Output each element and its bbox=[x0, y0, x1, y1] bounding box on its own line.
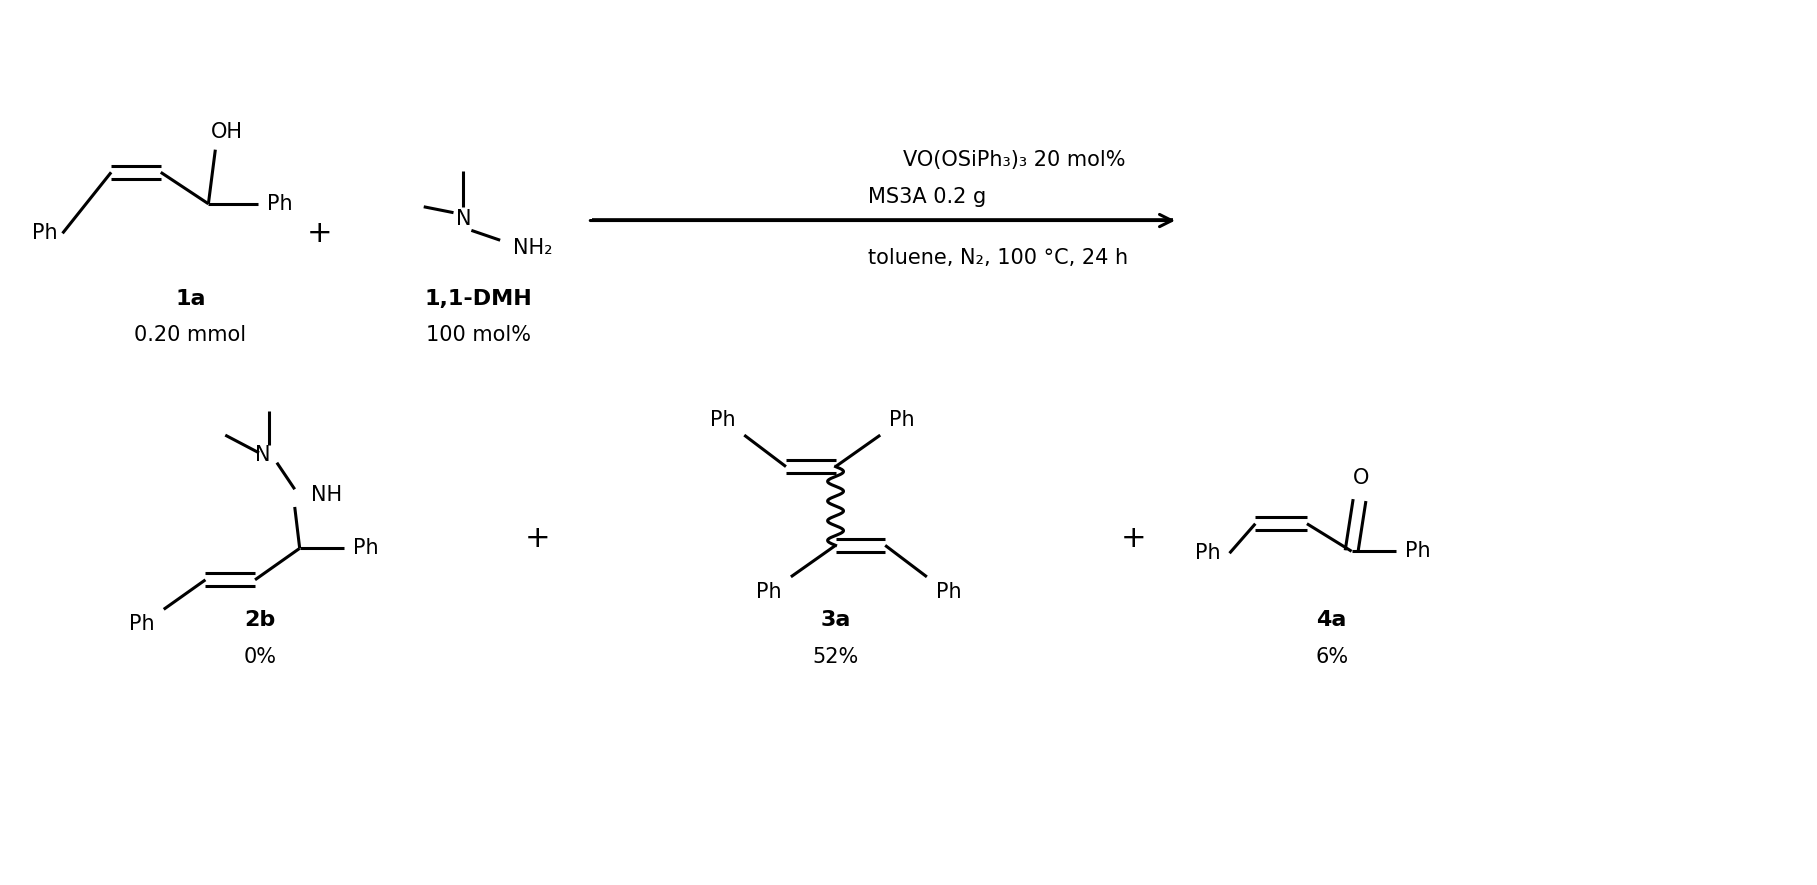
Text: Ph: Ph bbox=[710, 411, 736, 430]
Text: Ph: Ph bbox=[889, 411, 916, 430]
Text: 0.20 mmol: 0.20 mmol bbox=[134, 325, 247, 345]
Text: N: N bbox=[456, 209, 471, 228]
Text: MS3A 0.2 g: MS3A 0.2 g bbox=[869, 187, 987, 207]
Text: OH: OH bbox=[211, 122, 243, 142]
Text: NH₂: NH₂ bbox=[512, 238, 552, 258]
Text: 4a: 4a bbox=[1317, 610, 1346, 630]
Text: Ph: Ph bbox=[1405, 542, 1430, 561]
Text: Ph: Ph bbox=[33, 223, 58, 243]
Text: VO(OSiPh₃)₃ 20 mol%: VO(OSiPh₃)₃ 20 mol% bbox=[903, 150, 1125, 170]
Text: +: + bbox=[307, 219, 333, 248]
Text: Ph: Ph bbox=[1196, 543, 1221, 563]
Text: N: N bbox=[254, 445, 271, 465]
Text: Ph: Ph bbox=[756, 581, 781, 602]
Text: O: O bbox=[1354, 468, 1370, 489]
Text: 100 mol%: 100 mol% bbox=[425, 325, 531, 345]
Text: 6%: 6% bbox=[1316, 647, 1348, 666]
Text: Ph: Ph bbox=[267, 194, 293, 214]
Text: 52%: 52% bbox=[812, 647, 859, 666]
Text: Ph: Ph bbox=[352, 538, 380, 558]
Text: 2b: 2b bbox=[243, 610, 276, 630]
Text: 1,1-DMH: 1,1-DMH bbox=[425, 289, 532, 309]
Text: +: + bbox=[1121, 524, 1147, 553]
Text: NH: NH bbox=[311, 485, 342, 505]
Text: 0%: 0% bbox=[243, 647, 276, 666]
Text: +: + bbox=[525, 524, 551, 553]
Text: 3a: 3a bbox=[819, 610, 850, 630]
Text: Ph: Ph bbox=[129, 614, 154, 635]
Text: toluene, N₂, 100 °C, 24 h: toluene, N₂, 100 °C, 24 h bbox=[869, 248, 1128, 268]
Text: Ph: Ph bbox=[936, 581, 961, 602]
Text: 1a: 1a bbox=[174, 289, 205, 309]
